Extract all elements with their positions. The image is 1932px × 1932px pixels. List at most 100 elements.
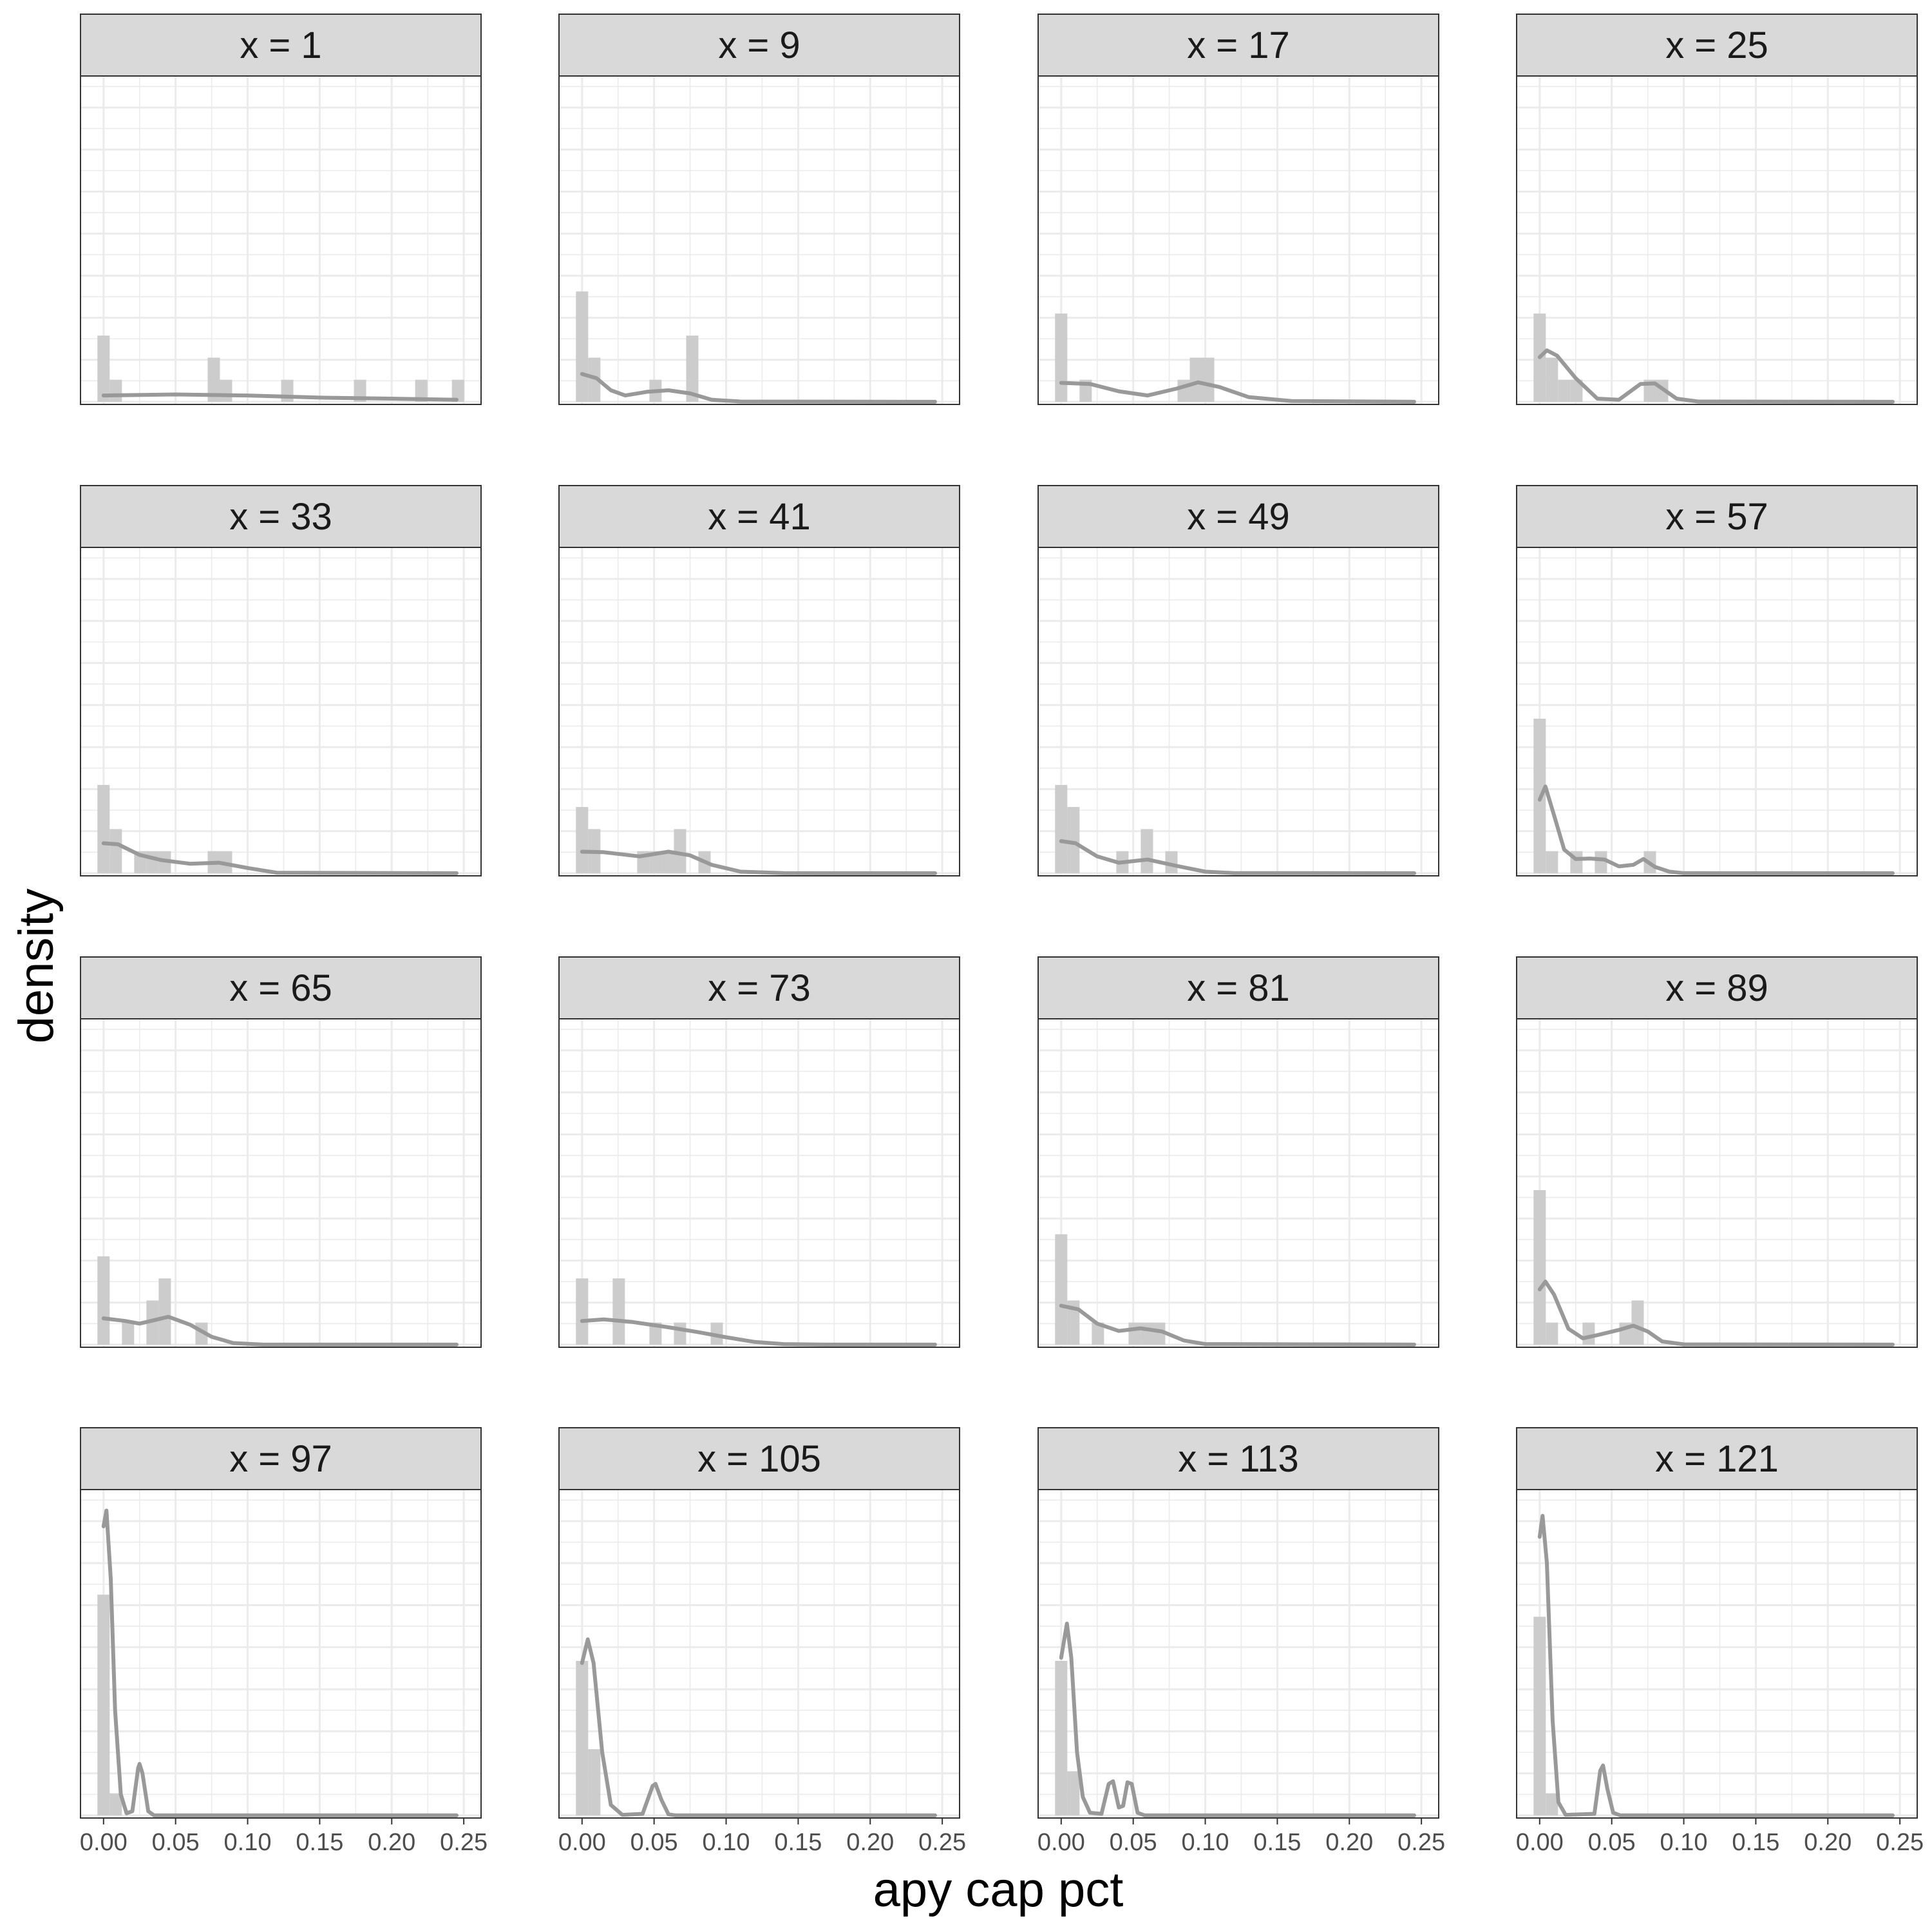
histogram-bars	[1055, 1234, 1166, 1345]
density-curve	[580, 1637, 937, 1817]
x-axis-ticks: 0.00 0.05 0.10 0.15 0.20 0.25	[80, 1818, 488, 1856]
density-curve	[580, 849, 937, 875]
facet-strip	[558, 1427, 960, 1490]
histogram-bar	[576, 291, 589, 402]
x-tick-label: 0.20	[1325, 1829, 1373, 1856]
facet-panel: x = 73	[558, 956, 960, 1348]
histogram-bar	[97, 336, 110, 402]
x-axis-ticks: 0.00 0.05 0.10 0.15 0.20 0.25	[558, 1818, 966, 1856]
histogram-bar	[1546, 1793, 1558, 1815]
x-tick-label: 0.05	[1110, 1829, 1157, 1856]
panel-background	[559, 1490, 960, 1818]
x-tick-label: 0.15	[296, 1829, 343, 1856]
density-curve	[101, 392, 459, 402]
density-curve	[101, 841, 459, 875]
facet-strip	[1037, 1427, 1439, 1490]
x-tick-label: 0.25	[918, 1829, 966, 1856]
panel-border	[1037, 75, 1439, 405]
histogram-bar	[1092, 1322, 1104, 1345]
panel-grid	[1517, 1490, 1917, 1818]
histogram-bar	[1165, 851, 1178, 873]
histogram-bar	[1582, 1322, 1595, 1345]
facet-strip-label: x = 57	[1665, 496, 1768, 538]
facet-strip-label: x = 113	[1178, 1438, 1299, 1480]
histogram-bar	[1533, 1190, 1546, 1345]
panel-background	[559, 1019, 960, 1347]
panel-border	[1037, 1018, 1439, 1348]
facet-strip-label: x = 17	[1187, 24, 1290, 66]
panel-grid	[1038, 547, 1439, 876]
facet-strip	[1516, 1427, 1918, 1490]
facet-panel: x = 65	[80, 956, 482, 1348]
panel-border	[558, 1489, 960, 1819]
histogram-bars	[1533, 1616, 1558, 1815]
histogram-bars	[1055, 1661, 1080, 1815]
panel-background	[1517, 76, 1917, 404]
panel-grid	[1038, 76, 1439, 404]
histogram-bar	[661, 851, 674, 873]
panel-background	[559, 547, 960, 876]
panel-border	[80, 75, 482, 405]
panel-grid	[80, 76, 481, 404]
facet-panel: x = 33	[80, 485, 482, 876]
x-tick-label: 0.00	[1516, 1829, 1564, 1856]
density-curve	[1537, 1513, 1895, 1817]
facet-strip-label: x = 97	[229, 1438, 332, 1480]
facet-strip-label: x = 9	[718, 24, 800, 66]
facet-strip	[80, 485, 482, 548]
density-curve	[1059, 1622, 1416, 1817]
histogram-bar	[1533, 1616, 1546, 1815]
x-tick-label: 0.10	[1182, 1829, 1229, 1856]
panel-border	[1037, 547, 1439, 876]
panel-border	[80, 547, 482, 876]
panel-background	[1517, 1019, 1917, 1347]
histogram-bar	[415, 379, 428, 402]
x-tick-label: 0.20	[368, 1829, 415, 1856]
density-curve	[101, 1314, 459, 1347]
histogram-bar	[1202, 357, 1215, 402]
panel-border	[1516, 547, 1918, 876]
x-tick-label: 0.10	[224, 1829, 272, 1856]
panel-background	[1038, 547, 1439, 876]
histogram-bar	[1570, 379, 1583, 402]
histogram-bar	[674, 829, 687, 873]
histogram-bar	[588, 1749, 601, 1815]
panel-background	[1517, 1490, 1917, 1818]
facet-strip-label: x = 89	[1665, 967, 1768, 1009]
histogram-bar	[109, 1793, 122, 1815]
histogram-bar	[1067, 1771, 1080, 1815]
panel-background	[1038, 1019, 1439, 1347]
panel-background	[80, 1490, 481, 1818]
histogram-bar	[1546, 1322, 1558, 1345]
x-tick-label: 0.10	[1660, 1829, 1708, 1856]
x-tick-label: 0.05	[630, 1829, 678, 1856]
histogram-bar	[588, 357, 601, 402]
histogram-bar	[122, 1322, 135, 1345]
panel-border	[1037, 1489, 1439, 1819]
x-tick-label: 0.20	[846, 1829, 894, 1856]
histogram-bar	[674, 1322, 687, 1345]
histogram-bar	[1055, 313, 1068, 402]
histogram-bar	[649, 1322, 662, 1345]
panel-grid	[1038, 1019, 1439, 1347]
facet-panel: x = 25	[1516, 14, 1918, 405]
x-axis-ticks: 0.00 0.05 0.10 0.15 0.20 0.25	[1516, 1818, 1924, 1856]
facet-strip-label: x = 25	[1665, 24, 1768, 66]
histogram-bar	[1055, 1661, 1068, 1815]
facet-strip	[558, 485, 960, 548]
histogram-bar	[451, 379, 464, 402]
histogram-bar	[576, 1661, 589, 1815]
histogram-bar	[109, 379, 122, 402]
facet-strip	[80, 1427, 482, 1490]
x-tick-label: 0.15	[1732, 1829, 1779, 1856]
panel-border	[558, 1018, 960, 1348]
x-tick-label: 0.00	[1037, 1829, 1085, 1856]
histogram-bar	[97, 1256, 110, 1345]
panel-border	[80, 1018, 482, 1348]
histogram-bar	[1067, 1300, 1080, 1345]
x-axis-ticks: 0.00 0.05 0.10 0.15 0.20 0.25	[1037, 1818, 1445, 1856]
histogram-bar	[686, 336, 699, 402]
histogram-bars	[576, 1661, 601, 1815]
facet-panel: x = 17	[1037, 14, 1439, 405]
